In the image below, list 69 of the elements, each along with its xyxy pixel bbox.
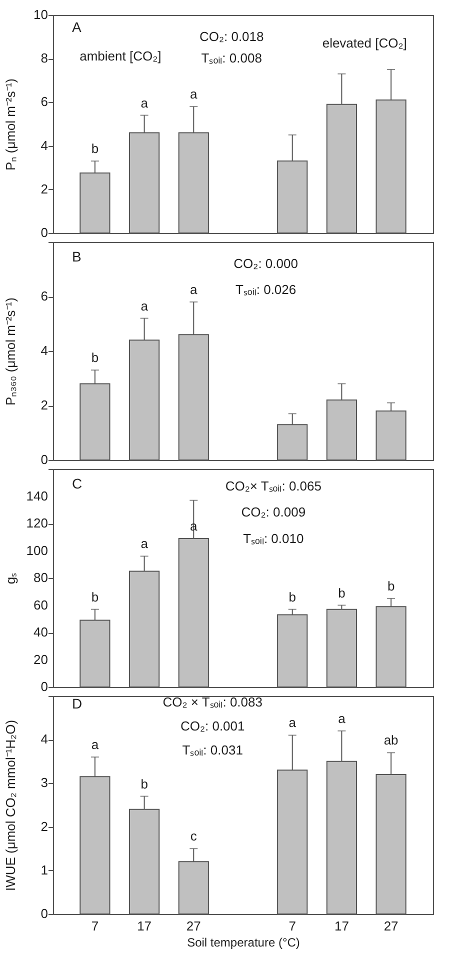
annotation: CO₂ × Tₛₒᵢₗ: 0.083 [162,694,262,710]
y-tick-label: 0 [40,225,48,240]
y-axis-title: Pₙ₃₆₀ (μmol m⁻²s⁻¹) [3,298,18,406]
y-tick-label: 4 [40,343,48,358]
x-tick-label: 27 [186,918,201,934]
y-tick-label: 1 [40,862,48,878]
annotation: CO₂: 0.018 [199,28,264,44]
y-tick-label: 6 [40,94,48,110]
data-label: c [190,828,198,844]
y-tick-label: 0 [40,679,48,694]
y-tick-label: 40 [34,624,48,640]
y-tick-label: 120 [26,516,48,530]
data-label: a [190,282,198,297]
data-label: a [140,95,149,110]
data-label: b [140,776,148,792]
data-label: a [338,710,346,726]
x-tick-label: 7 [91,918,99,934]
annotation: CO₂: 0.009 [241,504,306,520]
y-tick-label: 100 [26,542,48,558]
annotation: D [72,696,82,712]
annotation: Tₛₒᵢₗ: 0.026 [235,282,296,297]
y-axis-title: gₛ [3,572,18,584]
y-tick-label: 0 [40,452,48,467]
annotation: CO₂: 0.000 [234,256,298,271]
y-tick-label: 8 [40,50,48,66]
y-tick-label: 80 [34,570,48,585]
annotation: Tₛₒᵢₗ: 0.010 [243,530,304,546]
x-tick-label: 17 [137,918,152,934]
data-label: b [91,350,99,366]
annotation: CO₂× Tₛₒᵢₗ: 0.065 [225,478,322,494]
bar [277,614,308,688]
data-label: a [140,536,149,552]
annotation: ambient [CO₂] [80,48,162,64]
data-label: b [338,585,346,600]
y-axis-title: IWUE (μmol CO₂ mmol⁻¹H₂O) [3,720,18,892]
y-tick-label: 3 [40,775,48,790]
annotation: B [72,248,82,264]
y-tick-label: 2 [40,818,48,834]
data-label: a [190,86,198,102]
data-label: b [387,578,395,594]
x-tick-label: 17 [334,918,349,934]
y-tick-label: 4 [40,732,48,747]
y-tick-label: 0 [40,906,48,921]
y-axis-title: Pₙ (μmol m⁻²s⁻¹) [3,78,18,170]
data-label: a [288,715,297,730]
y-tick-label: 2 [40,181,48,196]
y-tick-label: 10 [34,7,48,22]
annotation: elevated [CO₂] [322,35,407,50]
data-label: b [288,589,296,604]
x-tick-label: 7 [288,918,296,934]
y-tick-label: 60 [34,597,48,612]
x-tick-label: 27 [384,918,398,934]
bar [326,608,358,688]
data-label: ab [384,732,398,748]
y-tick-label: 4 [40,138,48,153]
annotation: C [72,475,82,492]
data-label: a [91,737,100,752]
y-tick-label: 20 [34,652,48,667]
annotation: Tₛₒᵢₗ: 0.008 [201,50,262,66]
y-tick-label: 6 [40,288,48,304]
data-label: a [140,298,149,314]
y-tick-label: 140 [26,488,48,504]
annotation: CO₂: 0.001 [180,718,245,734]
x-axis-title: Soil temperature (°C) [187,936,300,950]
y-tick-label: 2 [40,398,48,412]
annotation: Tₛₒᵢₗ: 0.031 [182,742,243,758]
annotation: A [72,19,82,36]
data-label: b [91,589,99,604]
data-label: b [91,141,99,156]
